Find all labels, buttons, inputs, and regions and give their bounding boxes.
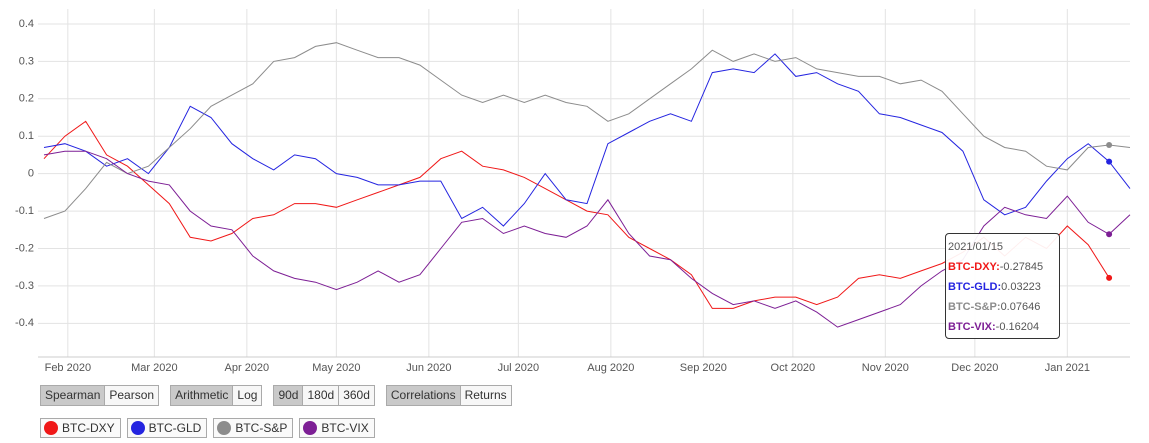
legend: BTC-DXY BTC-GLD BTC-S&P BTC-VIX [40, 418, 375, 438]
hover-marker [1106, 158, 1113, 165]
view-group: Correlations Returns [385, 385, 512, 406]
method-group: Spearman Pearson [40, 385, 160, 406]
x-tick-label: Nov 2020 [862, 362, 909, 374]
series-line [43, 120, 1110, 309]
tooltip-label: BTC-GLD: [948, 281, 1002, 293]
window-group: 90d 180d 360d [273, 385, 375, 406]
y-tick-label: -0.1 [15, 205, 34, 217]
tooltip-row: BTC-GLD:0.03223 [948, 277, 1059, 297]
x-tick-label: Feb 2020 [45, 362, 91, 374]
scale-group: Arithmetic Log [170, 385, 263, 406]
tooltip-value: 0.03223 [1001, 281, 1041, 293]
hover-marker [1106, 274, 1113, 281]
x-tick-label: Aug 2020 [587, 362, 634, 374]
y-tick-label: -0.2 [15, 242, 34, 254]
y-tick-label: 0.1 [19, 130, 34, 142]
y-tick-label: 0.3 [19, 55, 34, 67]
y-tick-label: 0 [28, 168, 34, 180]
tooltip-row: BTC-S&P:0.07646 [948, 297, 1059, 317]
hover-marker [1106, 231, 1113, 238]
x-tick-label: May 2020 [312, 362, 360, 374]
legend-swatch [44, 421, 58, 435]
legend-swatch [217, 421, 232, 435]
x-tick-label: Sep 2020 [680, 362, 727, 374]
scale-button[interactable]: Log [233, 386, 262, 405]
tooltip-date: 2021/01/15 [948, 241, 1004, 253]
legend-label: BTC-DXY [62, 421, 115, 435]
tooltip-row: BTC-VIX:-0.16204 [948, 317, 1059, 337]
legend-label: BTC-GLD [148, 421, 202, 435]
hover-marker [1106, 142, 1113, 149]
legend-swatch [303, 421, 318, 435]
legend-item[interactable]: BTC-DXY [40, 418, 121, 438]
tooltip-value: -0.27845 [999, 261, 1044, 273]
chart: 0.4 0.3 0.2 0.1 0 -0.1 -0.2 -0.3 -0.4 Feb 2020 Mar… [15, 9, 1131, 374]
series-line [43, 53, 1131, 227]
x-tick-label: Jan 2021 [1045, 362, 1090, 374]
series-line [43, 42, 1131, 219]
y-tick-label: 0.4 [19, 18, 34, 30]
window-button[interactable]: 180d [303, 386, 340, 405]
method-button[interactable]: Spearman [41, 386, 106, 405]
controls: Spearman Pearson Arithmetic Log 90d 180d… [40, 385, 512, 406]
x-tick-label: Jun 2020 [406, 362, 451, 374]
x-tick-label: Apr 2020 [225, 362, 270, 374]
tooltip-value: -0.16204 [995, 321, 1040, 333]
view-button[interactable]: Returns [460, 386, 511, 405]
tooltip-row: BTC-DXY:-0.27845 [948, 257, 1059, 277]
legend-swatch [130, 421, 145, 435]
legend-item[interactable]: BTC-GLD [126, 418, 208, 438]
x-tick-label: Dec 2020 [951, 362, 998, 374]
scale-button[interactable]: Arithmetic [171, 386, 234, 405]
x-tick-label: Oct 2020 [771, 362, 816, 374]
legend-label: BTC-VIX [321, 421, 369, 435]
tooltip-label: BTC-S&P: [948, 301, 1001, 313]
x-tick-label: Mar 2020 [131, 362, 177, 374]
tooltip-label: BTC-DXY: [948, 261, 1000, 273]
legend-label: BTC-S&P [235, 421, 288, 435]
method-button[interactable]: Pearson [105, 386, 159, 405]
y-tick-label: -0.4 [15, 317, 34, 329]
legend-item[interactable]: BTC-VIX [299, 418, 375, 438]
y-tick-label: -0.3 [15, 280, 34, 292]
window-button[interactable]: 90d [274, 386, 304, 405]
tooltip-value: 0.07646 [1000, 301, 1041, 313]
x-tick-label: Jul 2020 [498, 362, 540, 374]
tooltip: 2021/01/15 BTC-DXY:-0.27845 BTC-GLD:0.032… [945, 233, 1060, 339]
legend-item[interactable]: BTC-S&P [213, 418, 294, 438]
y-tick-label: 0.2 [19, 93, 34, 105]
view-button[interactable]: Correlations [386, 386, 461, 405]
window-button[interactable]: 360d [339, 386, 374, 405]
tooltip-label: BTC-VIX: [948, 321, 996, 333]
